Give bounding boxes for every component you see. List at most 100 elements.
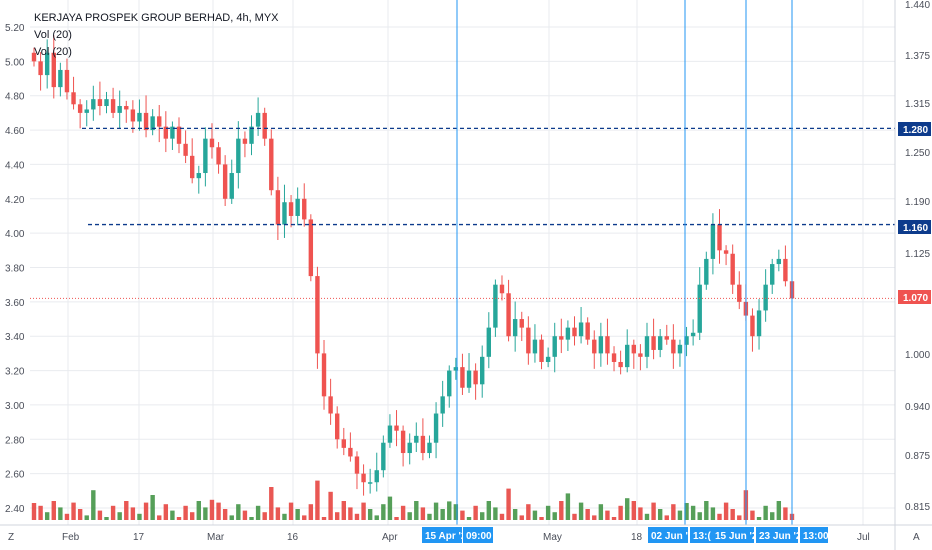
volume-bar bbox=[71, 502, 76, 520]
candle-body bbox=[348, 447, 353, 457]
candle-body bbox=[427, 442, 432, 454]
date-tag-bg bbox=[712, 527, 754, 543]
date-tag: 13:00 bbox=[803, 531, 829, 542]
candle-body bbox=[651, 336, 656, 350]
date-tag: 09:00 bbox=[466, 531, 492, 542]
volume-bar bbox=[578, 502, 584, 520]
time-axis[interactable]: Feb 17 Mar 16 Apr May 18 Jul bbox=[62, 532, 870, 543]
volume-bar bbox=[480, 512, 485, 520]
candle-body bbox=[400, 430, 406, 454]
candle-body bbox=[611, 353, 617, 362]
volume-bar bbox=[354, 513, 360, 520]
candle-body bbox=[690, 332, 696, 337]
volume-bar bbox=[374, 515, 379, 520]
candle-body bbox=[341, 439, 346, 448]
date-tag: 13:( bbox=[693, 531, 711, 542]
candle-body bbox=[618, 361, 623, 368]
candle-body bbox=[710, 224, 716, 259]
volume-bar bbox=[545, 505, 551, 520]
volume-bar bbox=[420, 507, 426, 520]
zoom-reset-icon[interactable]: Z bbox=[8, 532, 14, 543]
volume-bar bbox=[216, 502, 221, 520]
support-price-tag: 1.160 bbox=[903, 223, 928, 234]
candle-body bbox=[110, 99, 116, 113]
candle-body bbox=[387, 425, 393, 443]
candle-body bbox=[249, 126, 254, 144]
date-tag: 15 Jun '20 bbox=[715, 531, 763, 542]
candle-body bbox=[625, 344, 630, 368]
volume-bars bbox=[31, 480, 795, 520]
candle-body bbox=[91, 99, 96, 110]
volume-bar bbox=[38, 505, 43, 520]
volume-bar bbox=[124, 501, 129, 520]
candle-body bbox=[592, 339, 597, 354]
left-axis-tick: 2.40 bbox=[5, 504, 25, 515]
volume-indicator-label-2[interactable]: Vol (20) bbox=[34, 46, 72, 58]
candle-body bbox=[572, 327, 577, 337]
volume-bar bbox=[526, 504, 531, 520]
date-tag: 02 Jun '20 bbox=[651, 531, 699, 542]
volume-bar bbox=[328, 491, 333, 520]
volume-bar bbox=[723, 502, 729, 520]
left-axis-tick: 3.60 bbox=[5, 298, 25, 309]
candle-body bbox=[196, 173, 201, 179]
candle-body bbox=[203, 138, 208, 174]
left-price-axis: 5.20 5.00 4.80 4.60 4.40 4.20 4.00 3.80 3.60 3.40… bbox=[5, 23, 25, 515]
volume-bar bbox=[367, 509, 373, 520]
volume-bar bbox=[117, 512, 122, 520]
chart-title: KERJAYA PROSPEK GROUP BERHAD, 4h, MYX bbox=[34, 12, 279, 24]
candle-body bbox=[104, 99, 109, 107]
volume-bar bbox=[499, 513, 505, 520]
volume-bar bbox=[776, 501, 782, 520]
volume-bar bbox=[585, 509, 590, 520]
candle-body bbox=[512, 319, 518, 337]
last-price-tag: 1.070 bbox=[903, 293, 928, 304]
candle-body bbox=[229, 173, 234, 199]
candle-body bbox=[539, 339, 544, 362]
candle-body bbox=[38, 61, 43, 76]
candle-body bbox=[183, 143, 188, 156]
volume-bar bbox=[255, 505, 261, 520]
vertical-lines[interactable] bbox=[456, 0, 793, 525]
volume-bar bbox=[288, 502, 294, 520]
candle-body bbox=[269, 138, 274, 191]
volume-bar bbox=[559, 501, 564, 520]
volume-bar bbox=[51, 501, 56, 520]
candle-body bbox=[499, 284, 505, 294]
horizontal-lines[interactable] bbox=[30, 127, 895, 299]
candle-body bbox=[77, 104, 83, 113]
candle-body bbox=[776, 258, 782, 265]
auto-scale-toggle[interactable]: A bbox=[913, 532, 920, 543]
candle-body bbox=[222, 164, 228, 199]
volume-bar bbox=[315, 480, 320, 520]
time-axis-tick: May bbox=[543, 532, 562, 543]
candle-body bbox=[407, 442, 412, 454]
candle-body bbox=[730, 253, 735, 285]
candle-body bbox=[209, 138, 215, 148]
candle-body bbox=[150, 116, 155, 131]
date-tag-bg bbox=[756, 527, 798, 543]
candle-body bbox=[381, 442, 386, 471]
volume-bar bbox=[460, 510, 465, 520]
volume-bar bbox=[143, 502, 149, 520]
candle-body bbox=[717, 224, 722, 251]
candle-body bbox=[64, 69, 70, 93]
volume-bar bbox=[466, 517, 472, 520]
volume-bar bbox=[104, 517, 109, 520]
candle-body bbox=[117, 106, 122, 113]
candle-body bbox=[565, 327, 571, 340]
candle-body bbox=[644, 336, 650, 357]
volume-indicator-label-1[interactable]: Vol (20) bbox=[34, 29, 72, 41]
volume-bar bbox=[756, 517, 762, 520]
volume-bar bbox=[157, 515, 162, 520]
candle-body bbox=[578, 322, 584, 337]
candlesticks bbox=[31, 35, 795, 496]
volume-bar bbox=[209, 499, 215, 520]
volume-bar bbox=[361, 502, 366, 520]
volume-bar bbox=[189, 512, 195, 520]
left-axis-tick: 4.20 bbox=[5, 195, 25, 206]
left-axis-tick: 4.60 bbox=[5, 126, 25, 137]
date-tag-bg bbox=[463, 527, 493, 543]
volume-bar bbox=[308, 504, 314, 520]
